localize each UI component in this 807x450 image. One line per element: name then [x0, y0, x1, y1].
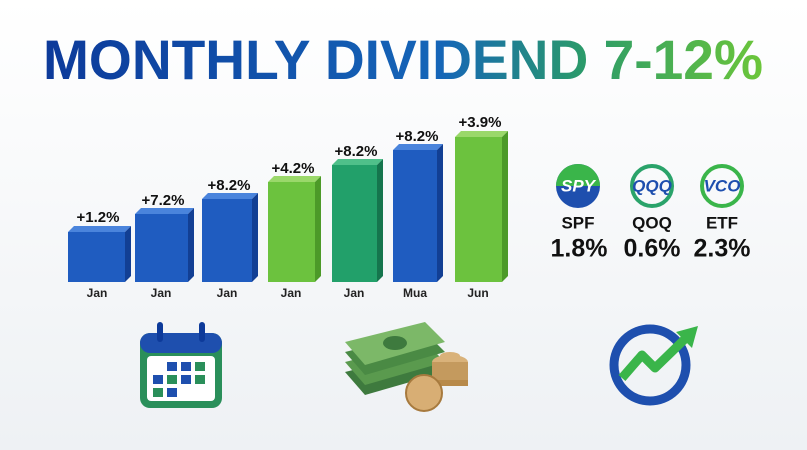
bar: [393, 144, 443, 282]
bar-month: Jan: [151, 286, 172, 300]
fund-logo-text: SPY: [561, 176, 597, 195]
fund-logo-text: QQQ: [632, 176, 672, 195]
bar-month: Mua: [403, 286, 427, 300]
bar-month: Jan: [281, 286, 302, 300]
bar-month: Jan: [344, 286, 365, 300]
bar-label: +7.2%: [142, 192, 185, 209]
bar: [332, 159, 383, 282]
fund-logo-text: VCO: [704, 176, 741, 195]
bar-label: +4.2%: [272, 160, 315, 177]
fund-logo: SPY: [556, 164, 600, 208]
bar-month: Jan: [217, 286, 238, 300]
bars: [68, 131, 508, 282]
fund-yield: 2.3%: [694, 235, 751, 263]
fund-name: SPF: [561, 213, 594, 232]
fund-name: ETF: [706, 213, 738, 232]
bar: [268, 176, 321, 282]
bar-label: +8.2%: [396, 128, 439, 145]
growth-icon: [609, 324, 698, 406]
fund-logo: VCO: [700, 164, 744, 208]
bar-label: +8.2%: [335, 143, 378, 160]
bar-label: +8.2%: [208, 177, 251, 194]
bar-month: Jun: [467, 286, 488, 300]
bar-label: +1.2%: [77, 209, 120, 226]
fund-yield: 0.6%: [624, 235, 681, 263]
bar-label: +3.9%: [459, 114, 502, 131]
fund-name: QOQ: [632, 213, 672, 232]
bar: [135, 208, 194, 282]
title: MONTHLY DIVIDEND 7-12%: [43, 28, 763, 91]
bar: [68, 226, 131, 282]
bar: [455, 131, 508, 282]
bar: [202, 193, 258, 282]
bar-month: Jan: [87, 286, 108, 300]
money-icon: [345, 322, 468, 412]
fund-logo: QQQ: [630, 164, 674, 208]
calendar-icon: [140, 322, 222, 408]
fund-yield: 1.8%: [551, 235, 608, 263]
